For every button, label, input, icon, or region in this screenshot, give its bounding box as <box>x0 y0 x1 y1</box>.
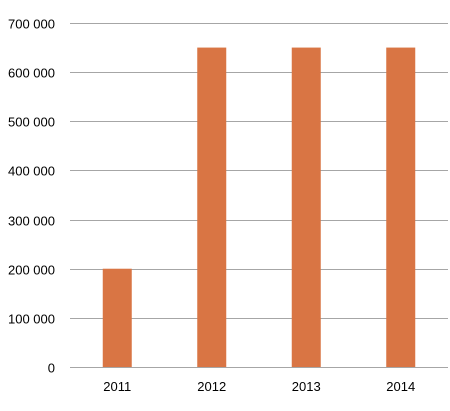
x-tick-label: 2013 <box>292 379 321 394</box>
bar-2011 <box>102 268 132 367</box>
y-axis: 0 100 000 200 000 300 000 400 000 500 000 600 … <box>8 17 55 376</box>
x-tick-label: 2014 <box>386 379 415 394</box>
bar-2012 <box>197 47 227 367</box>
y-tick-label: 300 000 <box>8 214 55 229</box>
x-axis: 2011 2012 2013 2014 <box>103 379 415 394</box>
y-tick-label: 400 000 <box>8 164 55 179</box>
y-tick-label: 700 000 <box>8 17 55 32</box>
y-tick-label: 500 000 <box>8 115 55 130</box>
bar-2013 <box>291 47 321 367</box>
y-tick-label: 600 000 <box>8 66 55 81</box>
gridlines <box>70 23 448 368</box>
y-tick-label: 200 000 <box>8 263 55 278</box>
x-tick-label: 2012 <box>197 379 226 394</box>
y-tick-label: 0 <box>48 361 55 376</box>
x-tick-label: 2011 <box>103 379 131 394</box>
bars <box>102 47 416 367</box>
bar-2014 <box>386 47 416 367</box>
y-tick-label: 100 000 <box>8 312 55 327</box>
